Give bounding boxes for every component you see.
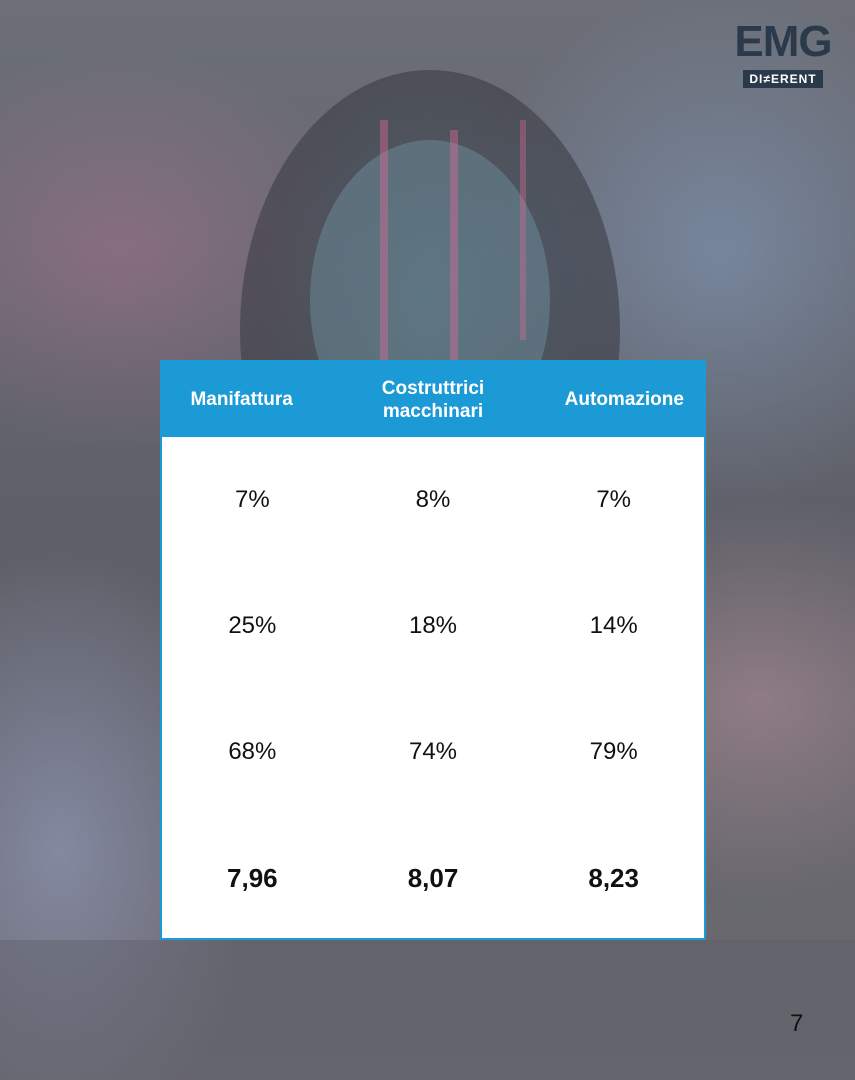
table-row: 7% 8% 7%: [162, 437, 704, 563]
logo-name: EMG: [734, 17, 832, 66]
table-cell: 8,07: [407, 862, 459, 893]
table-header: Manifattura Costruttrici macchinari Automa…: [162, 362, 704, 437]
table-cell: 8,23: [588, 862, 639, 893]
table-row: 7,96 8,07 8,23: [162, 815, 704, 941]
table-cell: 74%: [408, 738, 458, 765]
table-cell: 25%: [228, 612, 277, 639]
table-cell: 8%: [415, 486, 451, 513]
header-cell: Manifattura: [190, 389, 293, 410]
table-cell: 79%: [589, 738, 638, 765]
logo: EMG DI≠ERENT: [726, 18, 840, 88]
table-row: 68% 74% 79%: [162, 689, 704, 815]
table-cell: 7%: [234, 486, 270, 513]
table-body: 7% 8% 7% 25% 18% 14% 68% 74% 79% 7,96 8,07 8,23: [162, 437, 704, 941]
table: Manifattura Costruttrici macchinari Automa…: [160, 360, 706, 940]
table-cell: 7,96: [227, 862, 278, 893]
header-cell: Costruttrici macchinari: [381, 377, 485, 422]
page-number: 7: [790, 1010, 804, 1037]
table-cell: 68%: [228, 738, 277, 765]
logo-tagline: DI≠ERENT: [743, 70, 823, 88]
table-row: 25% 18% 14%: [162, 563, 704, 689]
table-cell: 7%: [596, 486, 632, 513]
table-cell: 18%: [408, 612, 458, 639]
table-cell: 14%: [589, 612, 638, 639]
header-cell: Automazione: [564, 389, 684, 410]
